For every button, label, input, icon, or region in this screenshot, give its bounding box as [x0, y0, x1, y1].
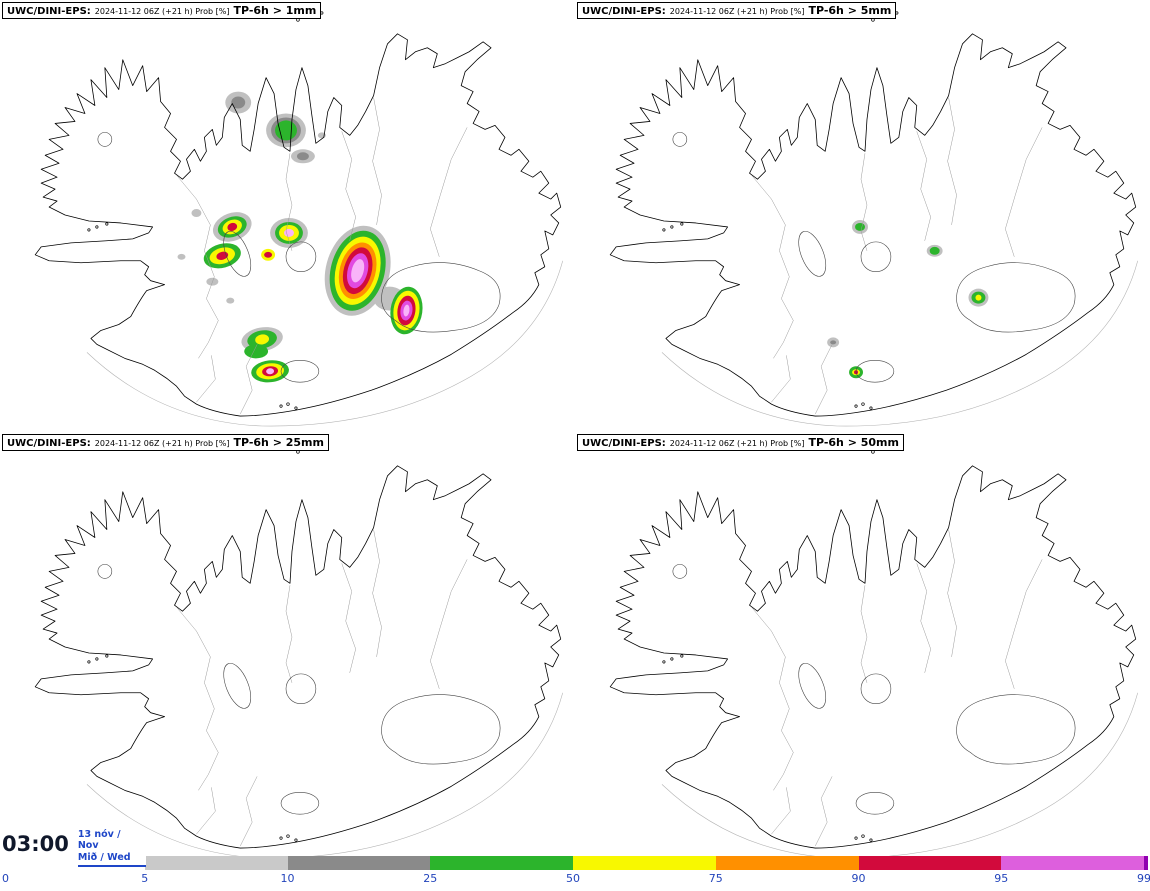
valid-time-clock: 03:00 13 nóv / Nov Mið / Wed — [2, 829, 146, 868]
colorbar-tick-label: 25 — [423, 872, 438, 885]
precip-cell-ring — [231, 96, 246, 109]
run-info: 2024-11-12 06Z (+21 h) Prob [%] — [94, 439, 230, 448]
colorbar-tick-label: 5 — [141, 872, 149, 885]
valid-date-line1: 13 nóv / — [77, 829, 121, 840]
threshold-label: TP-6h > 5mm — [808, 4, 892, 17]
model-label: UWC/DINI-EPS: — [582, 438, 666, 449]
precip-cell-ring — [830, 340, 837, 345]
run-info: 2024-11-12 06Z (+21 h) Prob [%] — [669, 439, 805, 448]
colorbar-segment — [715, 856, 859, 870]
precip-cell-ring — [266, 368, 275, 375]
model-label: UWC/DINI-EPS: — [582, 6, 666, 17]
colorbar-segment — [144, 856, 288, 870]
colorbar-segment — [858, 856, 1002, 870]
threshold-label: TP-6h > 50mm — [808, 436, 899, 449]
precip-cell-ring — [403, 304, 410, 317]
colorbar-end-cap — [1144, 856, 1148, 870]
colorbar-segment — [1001, 856, 1144, 870]
precip-cell-ring — [191, 209, 202, 217]
precip-cell-ring — [929, 246, 940, 255]
precip-cell-ring — [177, 253, 186, 260]
model-label: UWC/DINI-EPS: — [7, 6, 91, 17]
valid-date-line3: Mið / Wed — [77, 851, 131, 863]
precip-cell-ring — [351, 259, 365, 283]
forecast-panel-tp-1mm: UWC/DINI-EPS: 2024-11-12 06Z (+21 h) Pro… — [0, 0, 575, 428]
forecast-panel-tp-5mm: UWC/DINI-EPS: 2024-11-12 06Z (+21 h) Pro… — [575, 0, 1150, 428]
precip-cell-ring — [975, 294, 982, 301]
colorbar-tick-label: 95 — [994, 872, 1009, 885]
probability-colorbar — [2, 856, 1148, 870]
colorbar-tick-label: 90 — [851, 872, 866, 885]
threshold-label: TP-6h > 1mm — [233, 4, 317, 17]
colorbar-tick-label: 99 — [1137, 872, 1150, 885]
forecast-panel-tp-50mm: UWC/DINI-EPS: 2024-11-12 06Z (+21 h) Pro… — [575, 432, 1150, 860]
iceland-map-svg — [609, 11, 1139, 427]
model-label: UWC/DINI-EPS: — [7, 438, 91, 449]
precip-cell-ring — [855, 222, 865, 231]
colorbar-tick-label: 0 — [2, 872, 9, 885]
iceland-map-svg — [34, 11, 564, 427]
forecast-panel-tp-25mm: UWC/DINI-EPS: 2024-11-12 06Z (+21 h) Pro… — [0, 432, 575, 860]
colorbar-segment — [287, 856, 431, 870]
panel-title: UWC/DINI-EPS: 2024-11-12 06Z (+21 h) Pro… — [577, 2, 897, 19]
run-info: 2024-11-12 06Z (+21 h) Prob [%] — [94, 7, 230, 16]
precip-cell-ring — [296, 152, 309, 161]
precipitation-cells — [827, 219, 989, 379]
colorbar-segment — [430, 856, 573, 870]
run-info: 2024-11-12 06Z (+21 h) Prob [%] — [669, 7, 805, 16]
valid-date: 13 nóv / Nov Mið / Wed — [77, 829, 146, 868]
panel-title: UWC/DINI-EPS: 2024-11-12 06Z (+21 h) Pro… — [2, 434, 329, 451]
panel-title: UWC/DINI-EPS: 2024-11-12 06Z (+21 h) Pro… — [2, 2, 322, 19]
precip-cell-ring — [244, 344, 269, 359]
iceland-map-svg — [609, 443, 1139, 859]
colorbar-tick-label: 75 — [708, 872, 723, 885]
colorbar-segment — [573, 856, 716, 870]
precip-cell-ring — [284, 228, 294, 237]
precip-cell-ring — [226, 297, 235, 304]
valid-time: 03:00 — [2, 832, 69, 856]
valid-date-line2: Nov — [77, 840, 99, 852]
threshold-label: TP-6h > 25mm — [233, 436, 324, 449]
colorbar-tick-label: 10 — [280, 872, 295, 885]
precip-cell-ring — [216, 251, 229, 260]
precipitation-cells — [177, 91, 423, 383]
panel-title: UWC/DINI-EPS: 2024-11-12 06Z (+21 h) Pro… — [577, 434, 904, 451]
colorbar-tick-label: 50 — [566, 872, 580, 885]
precip-cell-ring — [255, 334, 270, 345]
iceland-map-svg — [34, 443, 564, 859]
precip-cell-ring — [264, 251, 273, 258]
precip-cell-ring — [227, 222, 238, 232]
